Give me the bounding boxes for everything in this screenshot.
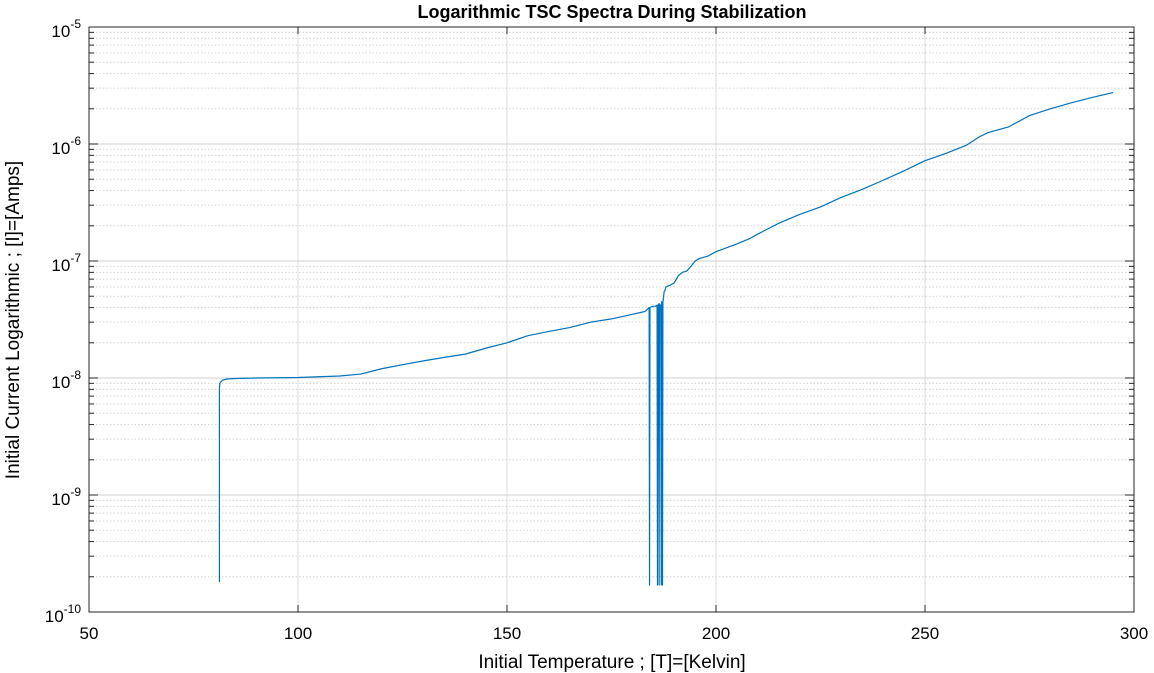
minor-grid xyxy=(89,31,1134,578)
y-tick-labels: 10-10 10-9 10-8 10-7 10-6 10-5 xyxy=(45,17,82,626)
y-tick-label: 10-9 xyxy=(51,485,81,509)
y-tick-label: 10-7 xyxy=(51,251,81,275)
x-axis-label: Initial Temperature ; [T]=[Kelvin] xyxy=(478,652,745,673)
x-tick-label: 100 xyxy=(284,624,312,643)
x-tick-label: 250 xyxy=(911,624,939,643)
series-layer xyxy=(218,92,1114,586)
axis-ticks xyxy=(88,26,1135,613)
y-tick-label: 10-5 xyxy=(51,17,81,41)
series-line xyxy=(218,92,1114,586)
x-tick-label: 150 xyxy=(493,624,521,643)
x-tick-label: 200 xyxy=(702,624,730,643)
x-tick-labels: 50 100 150 200 250 300 xyxy=(80,624,1149,643)
y-tick-label: 10-8 xyxy=(51,368,81,392)
y-tick-label: 10-6 xyxy=(51,134,81,158)
x-tick-label: 300 xyxy=(1120,624,1148,643)
y-tick-label: 10-10 xyxy=(45,602,82,626)
x-tick-label: 50 xyxy=(80,624,99,643)
plot-frame xyxy=(88,26,1135,613)
y-axis-label: Initial Current Logarithmic ; [I]=[Amps] xyxy=(3,161,24,479)
chart-title: Logarithmic TSC Spectra During Stabiliza… xyxy=(417,2,806,22)
